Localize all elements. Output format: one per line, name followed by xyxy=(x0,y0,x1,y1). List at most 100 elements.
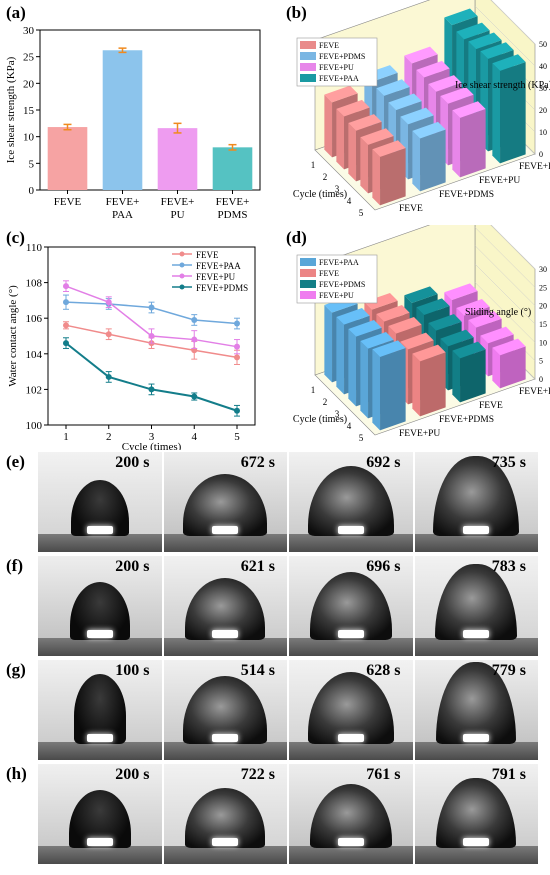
substrate xyxy=(414,534,538,552)
time-label: 761 s xyxy=(366,766,401,783)
y-tick-label: 10 xyxy=(23,132,35,144)
legend-item: FEVE+PAA xyxy=(319,74,359,83)
time-label: 722 s xyxy=(240,766,275,783)
droplet-photo: 200 s xyxy=(38,764,162,864)
droplet-photo: 672 s xyxy=(163,452,287,552)
legend-item: FEVE+PDMS xyxy=(319,280,365,289)
bar-top xyxy=(480,42,514,59)
data-point xyxy=(234,354,240,361)
x-tick-label: 1 xyxy=(63,431,69,443)
droplet-photo: 735 s xyxy=(414,452,538,552)
bar-top xyxy=(416,60,450,78)
depth-label: FEVE+PU xyxy=(479,176,520,186)
grid-line xyxy=(474,282,536,343)
time-label: 779 s xyxy=(491,662,526,679)
bar-feve-pdms-5 xyxy=(452,341,486,403)
legend-marker xyxy=(179,273,185,279)
bar-feve-pu-5 xyxy=(492,338,526,389)
substrate xyxy=(38,534,162,552)
droplet-highlight xyxy=(86,526,113,534)
y-tick-label: 106 xyxy=(26,313,43,325)
legend-marker xyxy=(179,262,185,268)
legend-swatch xyxy=(300,269,316,277)
z-tick-label: 30 xyxy=(539,265,547,274)
bar-top xyxy=(360,332,394,349)
bar-top xyxy=(400,107,434,125)
bar-top xyxy=(404,46,438,64)
x-tick-label: 3 xyxy=(335,184,340,194)
bar-feve-pdms-5 xyxy=(412,121,446,192)
photo-row-e: 200 s 672 s 692 s 735 s xyxy=(38,452,538,552)
y-tick-label: 15 xyxy=(23,105,35,117)
depth-label: FEVE xyxy=(479,401,503,411)
depth-label: FEVE+PU xyxy=(399,429,440,439)
x-tick-label: 4 xyxy=(192,431,198,443)
panel-label-h: (h) xyxy=(6,764,27,783)
x-tick-label: 2 xyxy=(323,397,328,407)
time-label: 200 s xyxy=(115,766,150,783)
legend-item: FEVE+PU xyxy=(196,272,236,282)
bar-top xyxy=(444,8,478,26)
bar-top xyxy=(440,329,474,347)
panel-label-e: (e) xyxy=(6,452,25,471)
x-tick-label: 1 xyxy=(311,160,316,170)
substrate xyxy=(163,534,287,552)
bar-side xyxy=(460,108,486,178)
bar-front xyxy=(492,347,501,389)
bar-front xyxy=(324,94,333,158)
time-label: 672 s xyxy=(240,454,275,471)
droplet-photo: 200 s xyxy=(38,452,162,552)
bar-top xyxy=(388,317,422,334)
bar-top xyxy=(412,344,446,362)
legend-swatch xyxy=(300,280,316,288)
bar-front xyxy=(412,353,421,417)
bar-top xyxy=(468,32,502,50)
bar-front xyxy=(452,350,461,403)
z-axis-label: Ice shear strength (KPa) xyxy=(455,80,550,91)
data-point xyxy=(148,304,155,311)
x-axis-label: Cycle (times) xyxy=(293,189,347,200)
bar-top xyxy=(388,93,422,111)
bar-side xyxy=(420,352,446,417)
x-tick-label: FEVE xyxy=(54,196,82,208)
bar-top xyxy=(348,114,382,131)
z-tick-label: 30 xyxy=(539,84,547,93)
z-tick-label: 40 xyxy=(539,62,547,71)
water-droplet xyxy=(73,674,126,744)
panel-label-f: (f) xyxy=(6,556,23,575)
y-tick-label: 104 xyxy=(26,349,43,361)
grid-line xyxy=(490,225,536,270)
time-label: 783 s xyxy=(491,558,526,575)
bar-front xyxy=(452,110,461,178)
substrate xyxy=(289,846,413,864)
data-point xyxy=(148,333,155,339)
grid-line xyxy=(474,5,536,67)
droplet-photo: 779 s xyxy=(414,660,538,760)
data-point xyxy=(191,316,198,323)
droplet-highlight xyxy=(463,838,490,846)
droplet-highlight xyxy=(337,630,364,638)
droplet-photo: 514 s xyxy=(163,660,287,760)
bar-top xyxy=(376,305,410,322)
bar-top xyxy=(492,54,526,71)
legend-swatch xyxy=(300,291,316,299)
depth-label: FEVE+PDMS xyxy=(439,415,494,425)
x-tick-label: FEVE+ PDMS xyxy=(216,196,250,221)
bar-front xyxy=(360,137,369,194)
z-tick-label: 20 xyxy=(539,106,547,115)
bar-top xyxy=(492,338,526,356)
bar-feve-5 xyxy=(412,344,446,417)
legend: FEVE FEVE+PDMS FEVE+PU FEVE+PAA xyxy=(296,37,378,87)
bar-feve-pu-5 xyxy=(452,101,486,178)
depth-label: FEVE+PDMS xyxy=(439,190,494,200)
x-tick-label: 3 xyxy=(335,409,340,419)
legend-item: FEVE+PAA xyxy=(196,261,241,271)
droplet-photo: 621 s xyxy=(163,556,287,656)
droplet-photo: 761 s xyxy=(289,764,413,864)
y-tick-label: 25 xyxy=(23,52,35,64)
x-axis-label: Cycle (times) xyxy=(122,441,182,450)
bar-top xyxy=(324,85,358,103)
bar-1 xyxy=(102,50,143,191)
bar-side xyxy=(380,348,406,431)
bar-top xyxy=(348,320,382,337)
